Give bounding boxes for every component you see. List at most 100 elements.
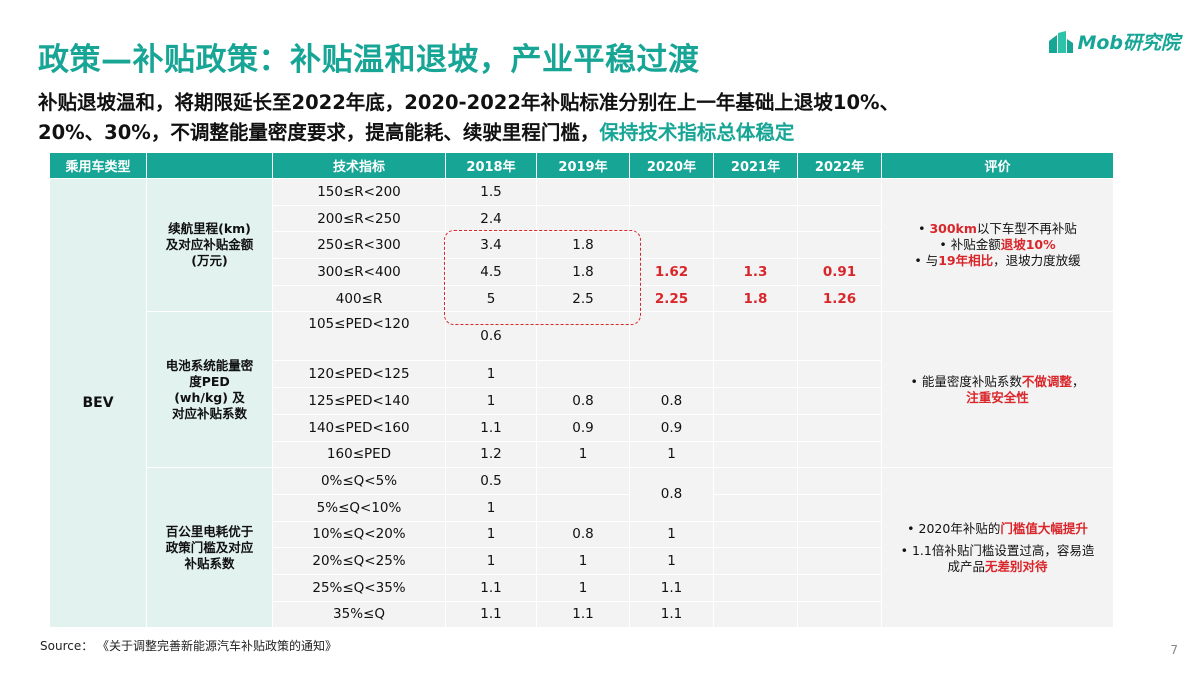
value-2018: 1 bbox=[445, 387, 537, 415]
empty-cell bbox=[713, 493, 798, 522]
value-2018: 1 bbox=[445, 493, 537, 522]
header-indicator: 技术指标 bbox=[272, 152, 446, 179]
value-2020: 2.25 bbox=[629, 284, 714, 313]
table-row: 20%≤Q<25% 1 1 1 bbox=[50, 547, 1114, 575]
table-row: 5%≤Q<10% 1 bbox=[50, 493, 1114, 522]
value-2019: 0.8 bbox=[536, 387, 630, 415]
subtitle-highlight: 保持技术指标总体稳定 bbox=[599, 121, 795, 144]
value-2018: 1 bbox=[445, 547, 537, 575]
header-2018: 2018年 bbox=[445, 152, 537, 179]
value-2020: 1 bbox=[629, 440, 714, 469]
source-note: Source： 《关于调整完善新能源汽车补贴政策的通知》 bbox=[40, 639, 338, 653]
header-2022: 2022年 bbox=[797, 152, 882, 179]
empty-cell bbox=[797, 520, 882, 549]
indicator-cell: 35%≤Q bbox=[272, 600, 446, 629]
value-2021: 1.3 bbox=[713, 258, 798, 286]
empty-cell bbox=[797, 493, 882, 522]
value-2019 bbox=[536, 467, 630, 495]
value-2018: 4.5 bbox=[445, 258, 537, 286]
value-2022: 1.26 bbox=[797, 284, 882, 313]
value-2019: 1.1 bbox=[536, 600, 630, 629]
value-2019: 0.9 bbox=[536, 413, 630, 442]
indicator-cell: 200≤R<250 bbox=[272, 204, 446, 233]
empty-cell bbox=[797, 387, 882, 415]
value-2021 bbox=[713, 178, 798, 206]
header-vehicle-type: 乘用车类型 bbox=[49, 152, 147, 179]
value-2020 bbox=[629, 360, 714, 389]
page-number: 7 bbox=[1170, 643, 1178, 657]
table-row: 200≤R<250 2.4 bbox=[50, 204, 1114, 233]
value-2022 bbox=[797, 231, 882, 260]
value-2019 bbox=[536, 493, 630, 522]
empty-cell bbox=[797, 311, 882, 362]
value-2019 bbox=[536, 178, 630, 206]
eval-bullet: • 与19年相比，退坡力度放缓 bbox=[914, 253, 1081, 269]
indicator-cell: 250≤R<300 bbox=[272, 231, 446, 260]
value-2020 bbox=[629, 231, 714, 260]
value-2018: 1.1 bbox=[445, 600, 537, 629]
empty-cell bbox=[713, 600, 798, 629]
empty-cell bbox=[797, 413, 882, 442]
value-2020: 1 bbox=[629, 547, 714, 575]
value-2018: 1.2 bbox=[445, 440, 537, 469]
eval-bullet: • 补贴金额退坡10% bbox=[939, 237, 1056, 253]
table-row: 400≤R 5 2.5 2.25 1.8 1.26 bbox=[50, 284, 1114, 313]
indicator-cell: 5%≤Q<10% bbox=[272, 493, 446, 522]
value-2019 bbox=[536, 204, 630, 233]
empty-cell bbox=[797, 600, 882, 629]
value-2022 bbox=[797, 178, 882, 206]
value-2020: 1.1 bbox=[629, 573, 714, 602]
value-2021: 1.8 bbox=[713, 284, 798, 313]
indicator-cell: 10%≤Q<20% bbox=[272, 520, 446, 549]
indicator-cell: 150≤R<200 bbox=[272, 178, 446, 206]
table-row: 125≤PED<140 1 0.8 0.8 bbox=[50, 387, 1114, 415]
header-2020: 2020年 bbox=[629, 152, 714, 179]
subtitle-line-1: 补贴退坡温和，将期限延长至2022年底，2020-2022年补贴标准分别在上一年… bbox=[38, 91, 900, 114]
empty-cell bbox=[797, 360, 882, 389]
empty-cell bbox=[713, 467, 798, 495]
range-group-label: 续航里程(km) 及对应补贴金额 (万元) bbox=[146, 177, 273, 313]
empty-cell bbox=[797, 547, 882, 575]
subtitle-line-2-text: 20%、30%，不调整能量密度要求，提高能耗、续驶里程门槛， bbox=[38, 121, 600, 144]
value-2019: 1 bbox=[536, 547, 630, 575]
eval-bullet: • 能量密度补贴系数不做调整， bbox=[910, 373, 1085, 389]
empty-cell bbox=[713, 387, 798, 415]
value-2018: 0.5 bbox=[445, 467, 537, 495]
empty-cell bbox=[797, 440, 882, 469]
value-2021 bbox=[713, 231, 798, 260]
value-2018: 0.6 bbox=[445, 311, 537, 362]
value-2020 bbox=[629, 204, 714, 233]
empty-cell bbox=[713, 360, 798, 389]
table-header-row: 乘用车类型 技术指标 2018年 2019年 2020年 2021年 2022年… bbox=[49, 152, 1114, 179]
value-2020: 0.8 bbox=[629, 467, 714, 522]
indicator-cell: 0%≤Q<5% bbox=[272, 467, 446, 495]
value-2018: 1 bbox=[445, 520, 537, 549]
header-category bbox=[146, 152, 273, 179]
value-2021 bbox=[713, 204, 798, 233]
empty-cell bbox=[713, 573, 798, 602]
eval-bullet: • 2020年补贴的门槛值大幅提升 bbox=[907, 520, 1088, 536]
value-2020: 1.1 bbox=[629, 600, 714, 629]
value-2019: 2.5 bbox=[536, 284, 630, 313]
eval-bullet-red: 注重安全性 bbox=[966, 389, 1029, 405]
empty-cell bbox=[797, 573, 882, 602]
value-2022 bbox=[797, 204, 882, 233]
value-2018: 1.1 bbox=[445, 413, 537, 442]
ped-evaluation: • 能量密度补贴系数不做调整， 注重安全性 bbox=[881, 311, 1114, 469]
indicator-cell: 140≤PED<160 bbox=[272, 413, 446, 442]
indicator-cell: 105≤PED<120 bbox=[272, 311, 446, 362]
subsidy-table: 乘用车类型 技术指标 2018年 2019年 2020年 2021年 2022年… bbox=[49, 152, 1114, 629]
value-2019: 1 bbox=[536, 573, 630, 602]
indicator-cell: 120≤PED<125 bbox=[272, 360, 446, 389]
value-2018: 2.4 bbox=[445, 204, 537, 233]
range-evaluation: • 300km以下车型不再补贴 • 补贴金额退坡10% • 与19年相比，退坡力… bbox=[881, 177, 1114, 313]
indicator-cell: 400≤R bbox=[272, 284, 446, 313]
value-2018: 1.5 bbox=[445, 178, 537, 206]
ped-group-label: 电池系统能量密 度PED (wh/kg) 及 对应补贴系数 bbox=[146, 311, 273, 469]
energy-evaluation: • 2020年补贴的门槛值大幅提升 • 1.1倍补贴门槛设置过高，容易造成产品无… bbox=[881, 467, 1114, 629]
value-2020: 1 bbox=[629, 520, 714, 549]
empty-cell bbox=[797, 467, 882, 495]
indicator-cell: 300≤R<400 bbox=[272, 258, 446, 286]
value-2020: 0.8 bbox=[629, 387, 714, 415]
subtitle-line-2: 20%、30%，不调整能量密度要求，提高能耗、续驶里程门槛，保持技术指标总体稳定 bbox=[38, 116, 794, 145]
